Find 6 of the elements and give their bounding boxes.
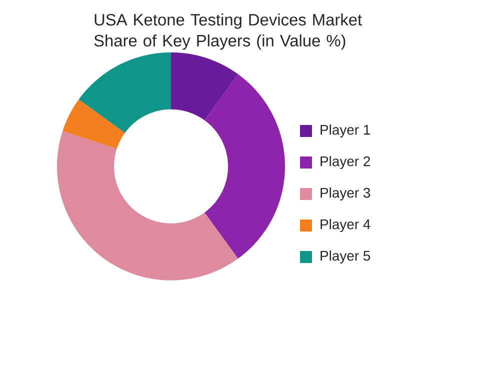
legend-label: Player 5 — [320, 250, 370, 264]
legend-label: Player 2 — [320, 156, 370, 169]
legend-label: Player 3 — [320, 187, 370, 200]
legend-label: Player 4 — [320, 218, 370, 232]
chart-title: USA Ketone Testing Devices Market Share of Key Players (in Value %) — [94, 14, 362, 50]
legend-label: Player 1 — [320, 124, 370, 138]
